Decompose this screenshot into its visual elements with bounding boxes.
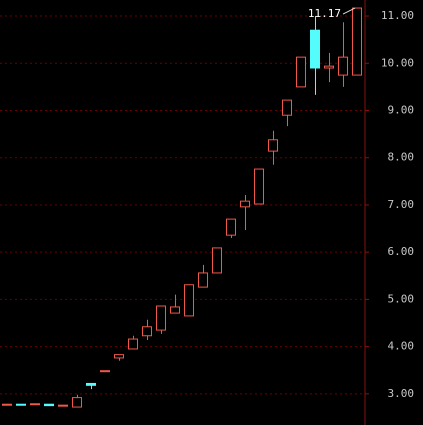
candle-body: [254, 168, 264, 205]
candle-body: [2, 403, 12, 406]
candle-body: [184, 284, 194, 317]
candle-body: [114, 354, 124, 359]
candle-body: [72, 397, 82, 408]
candle-body: [86, 382, 96, 386]
candle-body: [156, 305, 166, 331]
y-tick-label: 5.00: [388, 292, 415, 305]
candle-body: [282, 99, 292, 116]
y-tick-label: 11.00: [381, 9, 414, 22]
candle-body: [310, 29, 320, 69]
candle-body: [198, 272, 208, 288]
candle-body: [226, 218, 236, 236]
candle-body: [128, 338, 138, 350]
candle-body: [16, 403, 26, 406]
high-annotation: 11.17: [308, 7, 341, 20]
candle-body: [100, 370, 110, 373]
candle-body: [30, 403, 40, 406]
candle-body: [240, 200, 250, 208]
candle-body: [44, 403, 54, 407]
y-tick-label: 6.00: [388, 245, 415, 258]
candle-body: [268, 139, 278, 152]
y-tick-label: 3.00: [388, 387, 415, 400]
candle-body: [338, 56, 348, 76]
y-tick-label: 8.00: [388, 151, 415, 164]
candle-body: [352, 7, 362, 76]
annotation-line: [342, 7, 356, 15]
candle-body: [296, 56, 306, 88]
y-tick-label: 7.00: [388, 198, 415, 211]
y-tick-label: 9.00: [388, 104, 415, 117]
candle-body: [212, 247, 222, 274]
y-tick-label: 10.00: [381, 56, 414, 69]
y-tick-label: 4.00: [388, 340, 415, 353]
candle-body: [324, 65, 334, 69]
candle-body: [170, 306, 180, 314]
candle-body: [58, 404, 68, 407]
candle-body: [142, 326, 152, 337]
